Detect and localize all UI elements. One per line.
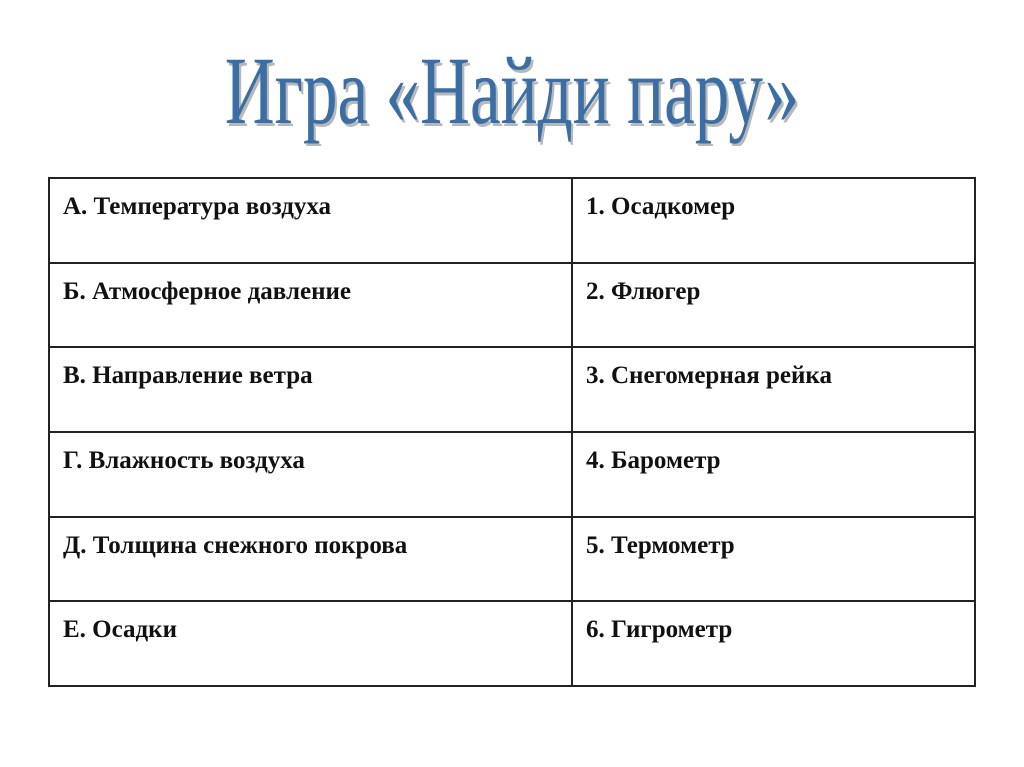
table-row: Б. Атмосферное давление 2. Флюгер	[48, 261, 976, 349]
table-row: Д. Толщина снежного покрова 5. Термометр	[48, 515, 976, 603]
table-row: Г. Влажность воздуха 4. Барометр	[48, 430, 976, 518]
parameter-cell: Е. Осадки	[48, 600, 573, 687]
parameter-cell: Г. Влажность воздуха	[48, 430, 573, 518]
instrument-cell: 3. Снегомерная рейка	[571, 346, 976, 433]
table-row: Е. Осадки 6. Гигрометр	[48, 600, 976, 687]
instrument-cell: 5. Термометр	[571, 515, 976, 603]
slide-title-text: Игра «Найди пару»	[224, 37, 800, 144]
parameter-cell: Д. Толщина снежного покрова	[48, 515, 573, 603]
instrument-cell: 1. Осадкомер	[571, 177, 976, 264]
instrument-cell: 6. Гигрометр	[571, 600, 976, 687]
matching-table: А. Температура воздуха 1. Осадкомер Б. Атм…	[48, 177, 976, 687]
table-row: В. Направление ветра 3. Снегомерная рейка	[48, 346, 976, 433]
parameter-cell: Б. Атмосферное давление	[48, 261, 573, 349]
instrument-cell: 4. Барометр	[571, 430, 976, 518]
slide-title: Игра «Найди пару»	[0, 38, 1024, 144]
instrument-cell: 2. Флюгер	[571, 261, 976, 349]
table-row: А. Температура воздуха 1. Осадкомер	[48, 177, 976, 264]
parameter-cell: В. Направление ветра	[48, 346, 573, 433]
parameter-cell: А. Температура воздуха	[48, 177, 573, 264]
